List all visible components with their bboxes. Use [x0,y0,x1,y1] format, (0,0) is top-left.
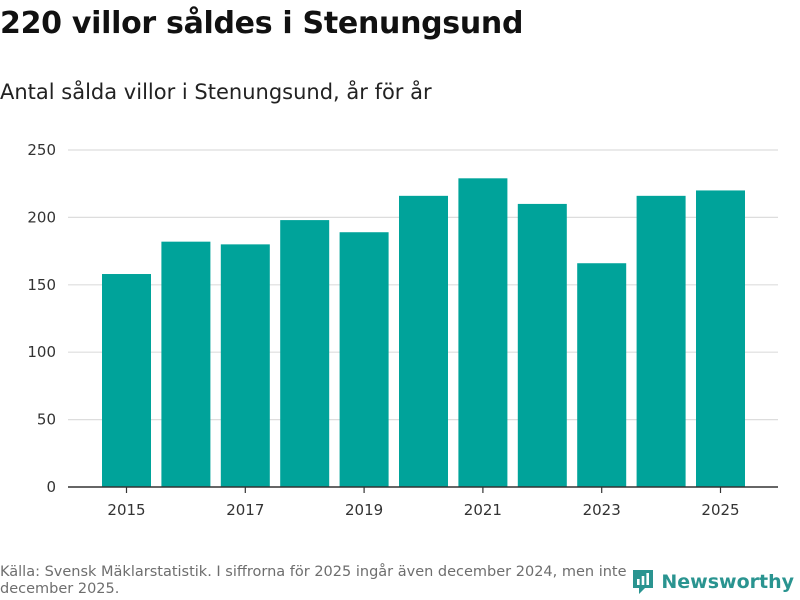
bar-2023 [577,263,627,487]
x-tick-label: 2023 [583,501,621,519]
bar-2018 [280,220,330,487]
x-tick-label: 2019 [345,501,383,519]
source-note: Källa: Svensk Mäklarstatistik. I siffror… [0,564,627,597]
y-tick-label: 100 [27,343,56,361]
chart-subtitle: Antal sålda villor i Stenungsund, år för… [0,80,432,104]
bar-2022 [517,203,567,488]
bars [102,178,745,488]
axes: 0 50 100 150 200 250 2015 2017 2019 2021 2023 2025 [27,141,778,519]
bar-2019 [339,232,389,487]
y-tick-label: 200 [27,208,56,226]
newsworthy-logo-icon [633,570,654,594]
bar-2025 [696,190,745,487]
bar-2024 [636,195,686,487]
bar-2021 [458,178,508,488]
bar-2017 [220,244,270,487]
chart-title: 220 villor såldes i Stenungsund [0,6,524,41]
x-tick-label: 2021 [464,501,502,519]
x-tick-label: 2015 [107,501,145,519]
y-tick-label: 250 [27,141,56,159]
y-tick-label: 150 [27,276,56,294]
y-tick-label: 50 [37,411,56,429]
bar-2020 [399,195,448,487]
y-tick-label: 0 [46,478,56,496]
bar-chart: 0 50 100 150 200 250 2015 2017 2019 2021 2023 2025 [27,141,778,519]
brand-name: Newsworthy [661,571,794,593]
bar-2016 [161,241,211,487]
x-tick-label: 2025 [701,501,739,519]
bar-2015 [102,274,151,487]
x-tick-label: 2017 [226,501,264,519]
brand: Newsworthy [631,568,794,596]
